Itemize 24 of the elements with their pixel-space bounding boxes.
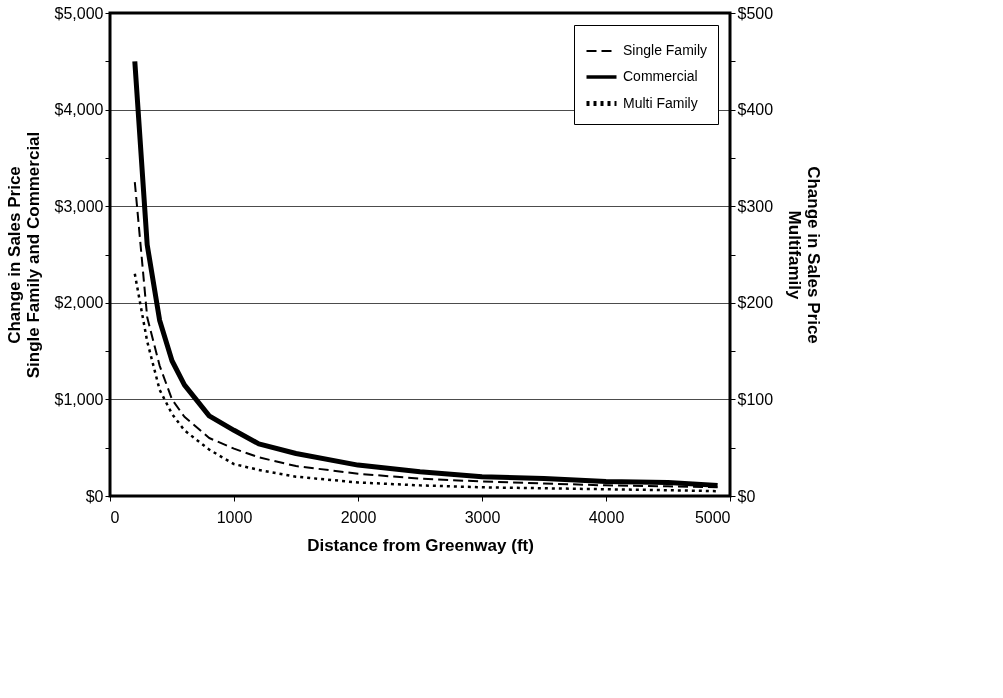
y-tick-label: $1,000 [54,390,104,408]
y-tick-label: $5,000 [54,4,104,22]
y-tick-label: $2,000 [54,294,104,312]
x-tick-label: 2000 [340,508,377,526]
y-axis-title: Change in Sales Price Single Family and Commercial [4,131,43,379]
y2-tick-label: $500 [737,4,774,22]
x-tick-label: 3000 [464,508,501,526]
x-tick-label: 1000 [216,508,253,526]
y2-tick-label: $0 [737,487,756,505]
y2-tick-label: $100 [737,390,774,408]
y2-tick-label: $200 [737,294,774,312]
x-tick-label: 5000 [694,508,731,526]
y-tick-label: $3,000 [54,197,104,215]
y2-tick-label: $400 [737,101,774,119]
y2-tick-label: $300 [737,197,774,215]
legend-label: Commercial [623,68,698,84]
y-tick-label: $4,000 [54,101,104,119]
y2-axis-title: Change in Sales Price Multifamily [785,166,824,344]
x-axis-title: Distance from Greenway (ft) [307,535,534,555]
legend-label: Multi Family [623,94,698,111]
legend-label: Single Family [623,42,708,58]
x-tick-label: 0 [110,508,120,526]
x-tick-label: 4000 [588,508,625,526]
y-tick-label: $0 [85,487,104,505]
